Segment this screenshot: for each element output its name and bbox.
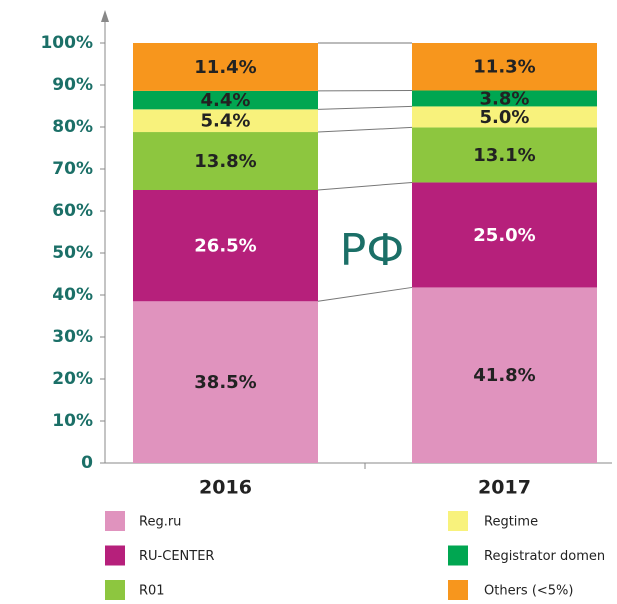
value-label: 5.4% xyxy=(201,111,251,132)
legend-label: Reg.ru xyxy=(139,515,181,530)
legend-label: Others (<5%) xyxy=(484,584,573,599)
bar-segment xyxy=(412,182,597,288)
bar-segment xyxy=(412,90,597,107)
x-tick-label: 2017 xyxy=(478,477,531,499)
value-label: 38.5% xyxy=(194,372,256,393)
value-label: 11.4% xyxy=(194,57,256,78)
legend-label: RU-CENTER xyxy=(139,549,214,564)
bar-segment xyxy=(133,132,318,190)
bar-segment xyxy=(412,287,597,463)
bar-segment xyxy=(412,127,597,183)
bar-segment xyxy=(133,190,318,302)
value-label: 3.8% xyxy=(480,88,530,109)
legend-swatch xyxy=(448,580,468,600)
legend-swatch xyxy=(105,545,125,566)
y-tick-label: 30% xyxy=(52,327,93,347)
value-label: 5.0% xyxy=(480,107,530,128)
connector xyxy=(317,105,413,110)
legend-swatch xyxy=(105,580,125,600)
y-tick-label: 20% xyxy=(52,369,93,389)
y-tick-label: 80% xyxy=(52,117,93,137)
legend-swatch xyxy=(448,511,468,531)
connector xyxy=(317,181,413,191)
legend-label: Regtime xyxy=(484,515,538,530)
y-tick-label: 0 xyxy=(81,453,93,473)
value-label: 26.5% xyxy=(194,236,256,257)
bar-segment xyxy=(133,90,318,110)
y-axis-arrow xyxy=(101,10,109,22)
value-label: 13.8% xyxy=(194,151,256,172)
y-tick-label: 70% xyxy=(52,159,93,179)
legend-swatch xyxy=(448,545,468,566)
y-tick-label: 90% xyxy=(52,75,93,95)
value-label: 11.3% xyxy=(473,57,535,78)
y-tick-label: 10% xyxy=(52,411,93,431)
legend-label: R01 xyxy=(139,584,165,599)
legend-label: Registrator domen xyxy=(484,549,605,564)
value-label: 41.8% xyxy=(473,365,535,386)
connector xyxy=(317,126,413,133)
bar-segment xyxy=(133,301,318,463)
y-tick-label: 100% xyxy=(40,33,93,53)
value-label: 25.0% xyxy=(473,225,535,246)
annotation: РФ xyxy=(340,225,404,276)
bar-segment xyxy=(412,43,597,91)
y-tick-label: 60% xyxy=(52,201,93,221)
value-label: 4.4% xyxy=(201,90,251,111)
y-tick-label: 50% xyxy=(52,243,93,263)
value-label: 13.1% xyxy=(473,145,535,166)
bar-segment xyxy=(133,43,318,91)
bar-segment xyxy=(133,109,318,133)
y-tick-label: 40% xyxy=(52,285,93,305)
connector xyxy=(317,286,413,302)
bar-segment xyxy=(412,106,597,128)
x-tick-label: 2016 xyxy=(199,477,252,499)
legend-swatch xyxy=(105,511,125,531)
